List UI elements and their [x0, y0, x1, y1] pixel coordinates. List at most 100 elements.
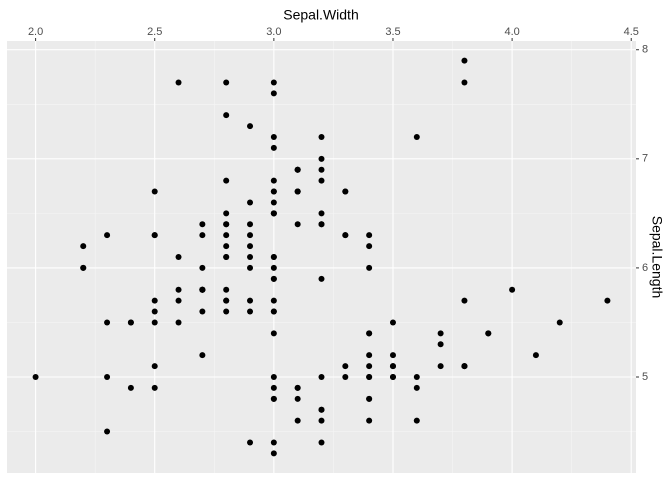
point [270, 79, 277, 86]
point [247, 254, 254, 260]
point [318, 155, 325, 162]
point [247, 123, 254, 130]
point [32, 374, 39, 380]
y-tick-label: 8 [642, 44, 648, 56]
point [532, 352, 539, 359]
x-tick-label: 4.0 [504, 26, 519, 38]
point [294, 395, 301, 402]
point [270, 439, 277, 446]
point [318, 439, 325, 446]
point [270, 210, 277, 217]
point [270, 395, 277, 402]
point [366, 232, 373, 239]
point [223, 210, 230, 217]
point [199, 232, 206, 239]
point [294, 166, 301, 173]
point [270, 275, 277, 282]
point [342, 363, 349, 370]
point [151, 319, 158, 326]
point [270, 297, 277, 304]
point [223, 221, 230, 228]
point [318, 406, 325, 413]
point [270, 254, 277, 260]
point [461, 363, 468, 370]
y-tick-label: 7 [642, 153, 648, 165]
point [318, 221, 325, 228]
point [413, 134, 420, 140]
point [223, 297, 230, 304]
panel [7, 41, 636, 473]
point [366, 264, 373, 271]
point [80, 243, 87, 250]
point [270, 374, 277, 380]
point [270, 144, 277, 151]
point [247, 243, 254, 250]
point [199, 264, 206, 271]
point [199, 352, 206, 359]
point [270, 199, 277, 206]
point [151, 188, 158, 195]
y-tick-label: 6 [642, 262, 648, 274]
point [366, 374, 373, 380]
point [342, 232, 349, 239]
point [318, 417, 325, 424]
point [318, 275, 325, 282]
point [199, 221, 206, 228]
point [461, 57, 468, 64]
x-tick-label: 4.5 [624, 26, 639, 38]
point [175, 286, 182, 293]
point [223, 243, 230, 250]
point [175, 297, 182, 304]
point [199, 286, 206, 293]
x-tick-label: 3.5 [385, 26, 400, 38]
x-tick-label: 3.0 [266, 26, 281, 38]
point [247, 308, 254, 315]
point [294, 221, 301, 228]
point [247, 264, 254, 271]
point [151, 363, 158, 370]
point [294, 384, 301, 391]
point [294, 417, 301, 424]
point [318, 134, 325, 140]
point [413, 374, 420, 380]
point [366, 395, 373, 402]
x-axis-title: Sepal.Width [283, 7, 358, 23]
point [104, 319, 111, 326]
point [366, 363, 373, 370]
point [270, 450, 277, 457]
point [509, 286, 516, 293]
point [127, 319, 134, 326]
point [247, 297, 254, 304]
y-axis-title: Sepal.Length [649, 216, 665, 299]
point [223, 308, 230, 315]
point [223, 254, 230, 260]
y-tick-label: 5 [642, 371, 648, 383]
point [437, 330, 444, 337]
point [247, 232, 254, 239]
point [366, 330, 373, 337]
point [366, 243, 373, 250]
point [389, 363, 396, 370]
point [389, 319, 396, 326]
point [270, 384, 277, 391]
point [270, 90, 277, 97]
point [175, 254, 182, 260]
point [389, 374, 396, 380]
point [342, 374, 349, 380]
point [151, 232, 158, 239]
point [318, 374, 325, 380]
point [485, 330, 492, 337]
point [389, 352, 396, 359]
point [223, 232, 230, 239]
point [270, 330, 277, 337]
point [151, 297, 158, 304]
point [437, 363, 444, 370]
point [199, 308, 206, 315]
point [80, 264, 87, 271]
point [104, 374, 111, 380]
point [318, 210, 325, 217]
point [270, 177, 277, 184]
point [223, 112, 230, 119]
